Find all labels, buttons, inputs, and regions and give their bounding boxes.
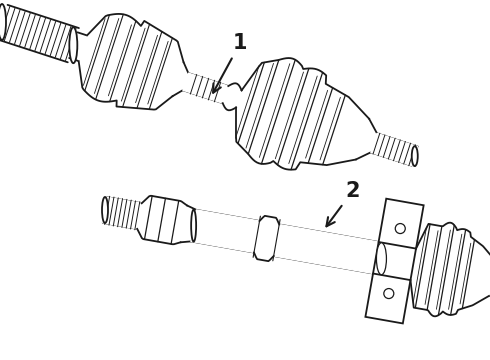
Polygon shape	[137, 196, 187, 244]
Ellipse shape	[412, 146, 418, 166]
Polygon shape	[371, 133, 418, 166]
Ellipse shape	[69, 27, 77, 63]
Polygon shape	[366, 199, 424, 323]
Text: 2: 2	[326, 181, 360, 226]
Ellipse shape	[0, 4, 6, 40]
Polygon shape	[254, 216, 279, 261]
Text: 1: 1	[213, 33, 247, 93]
Polygon shape	[183, 73, 228, 103]
Ellipse shape	[395, 224, 405, 234]
Polygon shape	[191, 210, 379, 274]
Polygon shape	[103, 197, 142, 229]
Ellipse shape	[376, 243, 387, 275]
Ellipse shape	[384, 289, 394, 298]
Polygon shape	[411, 223, 490, 316]
Ellipse shape	[191, 210, 196, 242]
Polygon shape	[236, 58, 369, 170]
Ellipse shape	[102, 197, 108, 223]
Polygon shape	[223, 83, 242, 110]
Polygon shape	[79, 14, 184, 109]
